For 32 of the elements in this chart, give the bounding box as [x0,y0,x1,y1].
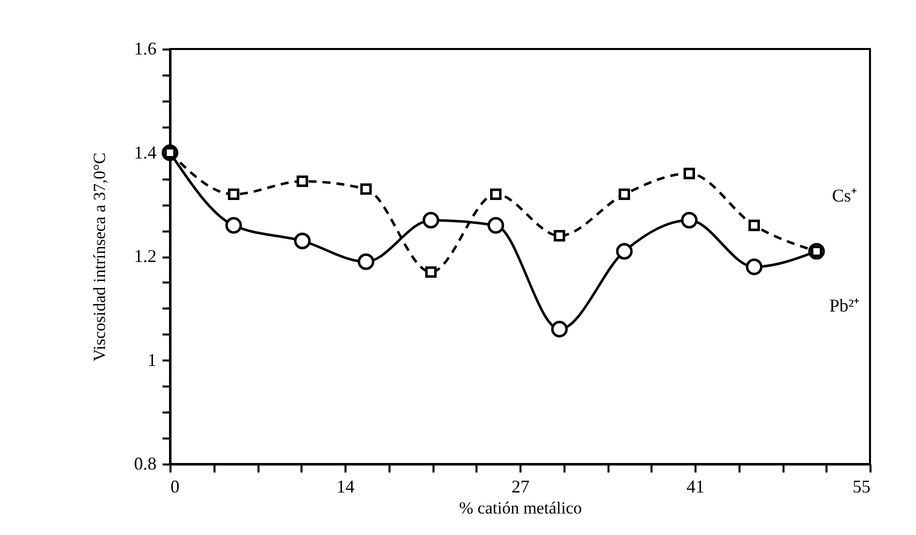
y-tick-label: 1 [148,350,156,370]
point [680,212,698,228]
point [487,217,504,234]
y-tick-label: 1.6 [134,38,156,58]
x-axis-title: % catión metálico [459,498,582,518]
x-tick-label: 41 [686,476,704,496]
point [746,258,763,276]
x-tick-label: 27 [512,476,530,496]
x-tick-label: 14 [336,476,354,496]
point [490,188,502,200]
point [358,253,374,270]
point [551,320,568,338]
point [554,230,566,242]
text: Pb²⁺ [829,295,860,316]
point [360,183,372,195]
x-tick-label: 0 [170,476,180,496]
point [296,176,308,188]
y-tick-label: 0.8 [134,454,156,474]
point [616,243,633,260]
text: Cs⁺ [832,185,858,206]
point [422,212,440,228]
point [618,188,630,200]
point [294,232,311,250]
y-tick-label: 1.4 [134,142,156,162]
y-axis-title: Viscosidad intrínseca a 37,0°C [90,152,109,362]
point [425,266,437,278]
point [225,217,242,234]
point [228,188,240,200]
point [684,168,695,180]
y-tick-label: 1.2 [134,246,156,266]
point [748,220,760,232]
x-tick-label: 55 [852,476,870,496]
